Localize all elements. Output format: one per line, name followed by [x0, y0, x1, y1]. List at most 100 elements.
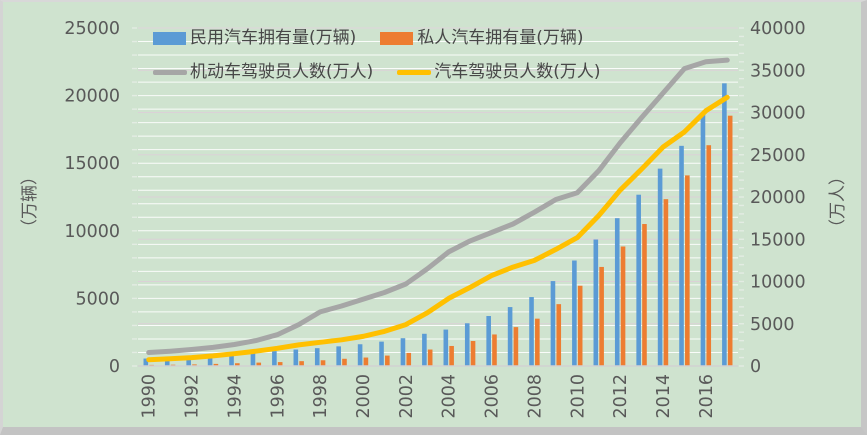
x-axis-tick-label: 2000 [354, 374, 374, 419]
y-axis-tick-label-left: 15000 [64, 154, 120, 174]
bar-private-vehicles [663, 199, 669, 366]
x-axis-tick-label: 2002 [397, 374, 417, 419]
bar-civil-vehicles [593, 239, 599, 366]
y-axis-tick-label-right: 25000 [750, 146, 806, 166]
y-axis-tick-label-right: 10000 [750, 273, 806, 293]
bar-private-vehicles [406, 352, 412, 366]
bar-private-vehicles [449, 345, 454, 366]
legend-swatch-gray-line-icon [153, 69, 187, 75]
bar-civil-vehicles [657, 168, 663, 366]
line-motor-vehicle-drivers [146, 57, 730, 355]
bar-private-vehicles [685, 175, 690, 366]
legend-swatch-blue-bar-icon [153, 31, 186, 45]
y-axis-tick-label-right: 20000 [750, 188, 806, 208]
bar-civil-vehicles [272, 351, 277, 366]
bar-civil-vehicles [443, 329, 449, 366]
bar-civil-vehicles [572, 260, 577, 366]
bar-private-vehicles [299, 361, 304, 366]
bar-civil-vehicles [336, 346, 341, 366]
legend-item-motor-drivers: 机动车驾驶员人数(万人) [153, 62, 373, 82]
y-axis-tick-label-left: 10000 [64, 222, 120, 242]
x-axis-tick-label: 1998 [311, 374, 331, 419]
legend-item-private-vehicles: 私人汽车拥有量(万辆) [380, 28, 584, 48]
y-axis-tick-label-left: 25000 [64, 19, 120, 39]
bar-civil-vehicles [400, 338, 406, 366]
legend-label-car-drivers: 汽车驾驶员人数(万人) [434, 62, 601, 82]
bar-private-vehicles [363, 357, 369, 366]
bar-civil-vehicles [250, 351, 256, 366]
right-axis-title: （万人） [828, 168, 848, 236]
bar-private-vehicles [620, 246, 626, 366]
bar-civil-vehicles [229, 353, 234, 366]
bar-private-vehicles [706, 145, 712, 366]
bar-private-vehicles [256, 362, 262, 366]
bar-civil-vehicles [722, 83, 727, 366]
legend-swatch-orange-bar-icon [380, 31, 414, 45]
combo-chart-canvas: 0 5000 10000 15000 20000 25000 0 5000 10000 15000… [20, 19, 848, 419]
bar-civil-vehicles [507, 307, 513, 366]
x-axis-tick-label: 2014 [654, 374, 674, 419]
bar-civil-vehicles [486, 316, 491, 366]
bar-civil-vehicles [143, 358, 149, 366]
legend-item-car-drivers: 汽车驾驶员人数(万人) [397, 62, 601, 82]
x-axis-tick-label: 2004 [440, 374, 460, 419]
y-axis-tick-label-left: 5000 [75, 289, 120, 309]
bar-civil-vehicles [293, 349, 299, 366]
bar-civil-vehicles [164, 357, 170, 366]
y-axis-tick-label-right: 5000 [750, 315, 795, 335]
legend-label-civil-vehicles: 民用汽车拥有量(万辆) [190, 28, 357, 48]
y-axis-tick-label-right: 40000 [750, 19, 806, 39]
legend-item-civil-vehicles: 民用汽车拥有量(万辆) [153, 28, 356, 48]
y-axis-tick-label-right: 15000 [750, 230, 806, 250]
bar-civil-vehicles [464, 323, 470, 366]
left-axis-title: （万辆） [20, 168, 40, 236]
y-axis-tick-label-right: 0 [750, 357, 761, 377]
line-car-drivers [146, 94, 730, 363]
x-axis-tick-label: 1994 [225, 374, 245, 419]
legend-row-2: 机动车驾驶员人数(万人) 汽车驾驶员人数(万人) [153, 62, 773, 82]
x-axis-tick-label: 2012 [611, 374, 631, 419]
y-axis-tick-label-left: 0 [109, 357, 120, 377]
bar-civil-vehicles [357, 344, 363, 366]
bar-private-vehicles [213, 363, 219, 366]
bar-civil-vehicles [679, 145, 684, 366]
bar-private-vehicles [556, 304, 562, 366]
bar-private-vehicles [599, 266, 604, 366]
bar-civil-vehicles [207, 354, 213, 366]
bar-civil-vehicles [550, 281, 556, 366]
bar-private-vehicles [277, 362, 283, 366]
bar-private-vehicles [385, 355, 390, 366]
legend-label-private-vehicles: 私人汽车拥有量(万辆) [417, 28, 584, 48]
x-axis-tick-label: 1990 [140, 374, 160, 419]
bar-private-vehicles [492, 334, 497, 366]
bar-private-vehicles [513, 327, 519, 366]
x-axis-tick-label: 2016 [697, 374, 717, 419]
x-axis-tick-label: 2008 [525, 374, 545, 419]
bar-civil-vehicles [636, 194, 641, 366]
bar-civil-vehicles [379, 341, 384, 366]
y-axis-tick-label-right: 30000 [750, 104, 806, 124]
bar-private-vehicles [577, 285, 583, 366]
bar-civil-vehicles [314, 348, 320, 366]
bar-civil-vehicles [614, 218, 620, 366]
bar-civil-vehicles [700, 114, 706, 366]
bar-private-vehicles [427, 349, 433, 366]
legend-swatch-yellow-line-icon [397, 69, 432, 75]
y-axis-tick-label-left: 20000 [64, 87, 120, 107]
x-axis-tick-label: 1996 [268, 374, 288, 419]
x-axis-tick-label: 2006 [483, 374, 503, 419]
bar-civil-vehicles [186, 356, 191, 366]
y-axis-tick-label-right: 35000 [750, 61, 806, 81]
bar-private-vehicles [342, 358, 347, 366]
bar-private-vehicles [535, 318, 540, 366]
bar-civil-vehicles [529, 297, 534, 366]
bar-private-vehicles [235, 363, 240, 366]
bar-private-vehicles [642, 224, 647, 366]
bar-private-vehicles [320, 360, 326, 366]
bar-civil-vehicles [422, 333, 427, 366]
x-axis-tick-label: 2010 [568, 374, 588, 419]
bar-private-vehicles [470, 341, 476, 366]
x-axis-tick-label: 1992 [183, 374, 203, 419]
legend-label-motor-drivers: 机动车驾驶员人数(万人) [190, 62, 374, 82]
